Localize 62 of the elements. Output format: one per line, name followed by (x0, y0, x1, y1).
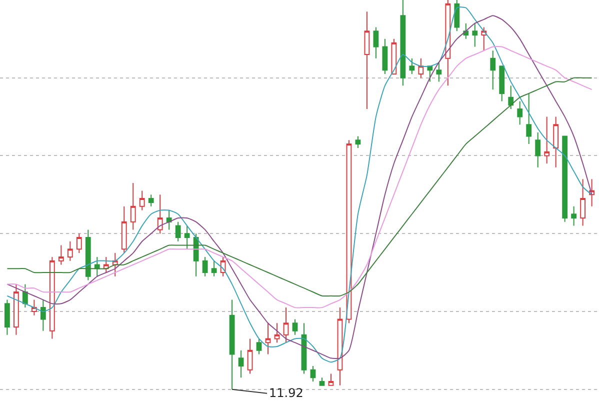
candlestick (13, 284, 19, 336)
candlestick (427, 66, 433, 82)
candlestick (364, 11, 370, 110)
candlestick (166, 210, 172, 230)
candlestick (157, 194, 163, 234)
candlestick (274, 322, 280, 344)
candlestick (409, 58, 415, 74)
candlestick (337, 307, 343, 386)
candlestick (580, 178, 586, 226)
candlestick (94, 256, 100, 277)
candlestick (490, 50, 496, 90)
candlestick (301, 322, 307, 374)
candlestick (103, 256, 109, 274)
candlestick (373, 26, 379, 59)
candlestick (355, 136, 361, 148)
candlestick (22, 284, 28, 308)
candlestick (112, 252, 118, 277)
candlestick (175, 221, 181, 242)
candlestick (391, 38, 397, 74)
candlestick (571, 206, 577, 226)
candlestick (139, 190, 145, 211)
candlestick (292, 318, 298, 336)
candlestick (499, 66, 505, 102)
candlestick (184, 225, 190, 250)
candlestick (517, 100, 523, 126)
candlestick (526, 92, 532, 145)
candlestick (31, 299, 37, 316)
candlestick (202, 256, 208, 277)
candlestick (85, 229, 91, 281)
candlestick (400, 0, 406, 86)
candlestick (49, 256, 55, 340)
candlestick (454, 0, 460, 32)
candlestick (148, 194, 154, 207)
candlestick (130, 182, 136, 230)
candlestick (418, 58, 424, 78)
candlestick (256, 338, 262, 355)
candlestick (481, 26, 487, 52)
candlestick (265, 322, 271, 355)
candlestick (310, 365, 316, 382)
candlestick (562, 136, 568, 222)
candlestick (535, 132, 541, 168)
annotation: 11.92 (269, 386, 304, 400)
candlestick (4, 299, 10, 336)
candlestick (247, 338, 253, 374)
candlestick (463, 22, 469, 40)
candlestick (544, 116, 550, 164)
candlestick (58, 244, 64, 266)
candlestick (553, 116, 559, 168)
candlestick (211, 260, 217, 277)
candlestick (40, 299, 46, 332)
candlestick (121, 206, 127, 254)
candlestick (319, 377, 325, 386)
candlestick (67, 240, 73, 262)
candlestick (508, 85, 514, 110)
candlestick (238, 350, 244, 378)
candlestick (283, 307, 289, 344)
candlestick (76, 233, 82, 254)
candlestick (436, 62, 442, 82)
candlestick (472, 22, 478, 48)
candlestick (382, 38, 388, 74)
candlestick (229, 299, 235, 390)
candlestick (328, 373, 334, 386)
